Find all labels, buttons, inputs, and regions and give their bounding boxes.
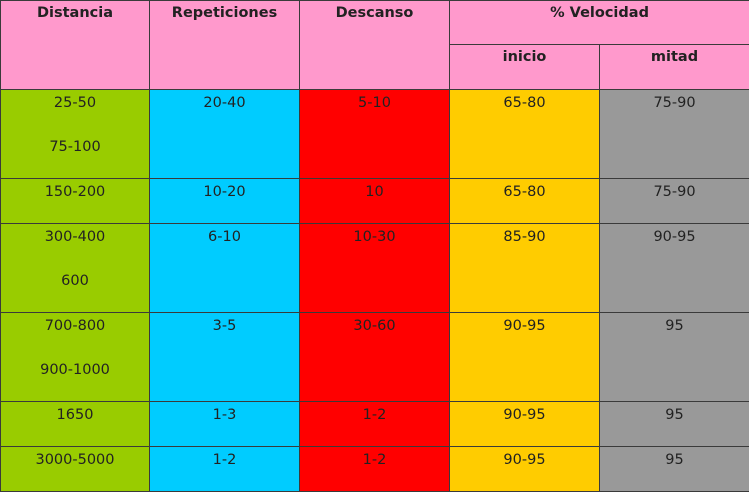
cell-inicio: 90-95 [449, 401, 600, 447]
descanso-value: 10 [365, 184, 384, 200]
mitad-value: 90-95 [653, 229, 696, 245]
cell-descanso: 5-10 [299, 89, 450, 179]
distancia-value: 75-100 [49, 139, 101, 155]
cell-distancia: 3000-5000 [0, 446, 150, 492]
repeticiones-value: 1-2 [212, 452, 237, 468]
table-body: 25-50 75-100 20-40 5-10 65-80 75-90 150-200 10-… [0, 89, 749, 492]
descanso-value: 10-30 [353, 229, 396, 245]
mitad-value: 95 [665, 452, 684, 468]
descanso-value: 5-10 [358, 95, 391, 111]
descanso-value: 1-2 [362, 407, 387, 423]
mitad-value: 75-90 [653, 184, 696, 200]
inicio-value: 90-95 [503, 318, 546, 334]
distancia-value: 3000-5000 [35, 452, 115, 468]
cell-distancia: 25-50 75-100 [0, 89, 150, 179]
inicio-value: 90-95 [503, 407, 546, 423]
inicio-value: 65-80 [503, 184, 546, 200]
repeticiones-value: 1-3 [212, 407, 237, 423]
cell-mitad: 75-90 [598, 89, 749, 179]
repeticiones-value: 6-10 [208, 229, 241, 245]
cell-mitad: 75-90 [598, 178, 749, 224]
repeticiones-value: 20-40 [203, 95, 246, 111]
table-row: 3000-5000 1-2 1-2 90-95 95 [0, 446, 749, 492]
distancia-value: 600 [61, 273, 89, 289]
mitad-value: 75-90 [653, 95, 696, 111]
cell-descanso: 1-2 [299, 446, 450, 492]
cell-mitad: 95 [598, 401, 749, 447]
repeticiones-value: 10-20 [203, 184, 246, 200]
cell-descanso: 10-30 [299, 223, 450, 313]
inicio-value: 85-90 [503, 229, 546, 245]
cell-inicio: 90-95 [449, 446, 600, 492]
mitad-value: 95 [665, 407, 684, 423]
cell-distancia: 150-200 [0, 178, 150, 224]
table-row: 25-50 75-100 20-40 5-10 65-80 75-90 [0, 89, 749, 179]
inicio-value: 65-80 [503, 95, 546, 111]
cell-repeticiones: 3-5 [149, 312, 300, 402]
mitad-value: 95 [665, 318, 684, 334]
cell-inicio: 90-95 [449, 312, 600, 402]
distancia-value: 300-400 [44, 229, 106, 245]
cell-descanso: 1-2 [299, 401, 450, 447]
cell-mitad: 90-95 [598, 223, 749, 313]
header-mitad: mitad [598, 44, 749, 90]
repeticiones-value: 3-5 [212, 318, 237, 334]
cell-mitad: 95 [598, 446, 749, 492]
cell-inicio: 85-90 [449, 223, 600, 313]
cell-repeticiones: 20-40 [149, 89, 300, 179]
header-inicio: inicio [449, 44, 600, 90]
cell-inicio: 65-80 [449, 89, 600, 179]
descanso-value: 1-2 [362, 452, 387, 468]
cell-repeticiones: 6-10 [149, 223, 300, 313]
cell-descanso: 30-60 [299, 312, 450, 402]
table-header: Distancia Repeticiones Descanso % Veloci… [0, 0, 749, 90]
distancia-value: 1650 [56, 407, 94, 423]
header-descanso: Descanso [299, 0, 450, 90]
cell-mitad: 95 [598, 312, 749, 402]
distancia-value: 25-50 [53, 95, 97, 111]
cell-descanso: 10 [299, 178, 450, 224]
cell-distancia: 300-400 600 [0, 223, 150, 313]
header-distancia: Distancia [0, 0, 150, 90]
inicio-value: 90-95 [503, 452, 546, 468]
distancia-value: 150-200 [44, 184, 106, 200]
header-repeticiones: Repeticiones [149, 0, 300, 90]
cell-repeticiones: 10-20 [149, 178, 300, 224]
distancia-value: 700-800 [44, 318, 106, 334]
cell-repeticiones: 1-3 [149, 401, 300, 447]
cell-distancia: 1650 [0, 401, 150, 447]
distancia-value: 900-1000 [40, 362, 110, 378]
table-row: 1650 1-3 1-2 90-95 95 [0, 401, 749, 447]
header-velocidad: % Velocidad [448, 0, 749, 45]
cell-repeticiones: 1-2 [149, 446, 300, 492]
table-row: 700-800 900-1000 3-5 30-60 90-95 95 [0, 312, 749, 402]
table-row: 300-400 600 6-10 10-30 85-90 90-95 [0, 223, 749, 313]
cell-distancia: 700-800 900-1000 [0, 312, 150, 402]
descanso-value: 30-60 [353, 318, 396, 334]
table-row: 150-200 10-20 10 65-80 75-90 [0, 178, 749, 224]
cell-inicio: 65-80 [449, 178, 600, 224]
